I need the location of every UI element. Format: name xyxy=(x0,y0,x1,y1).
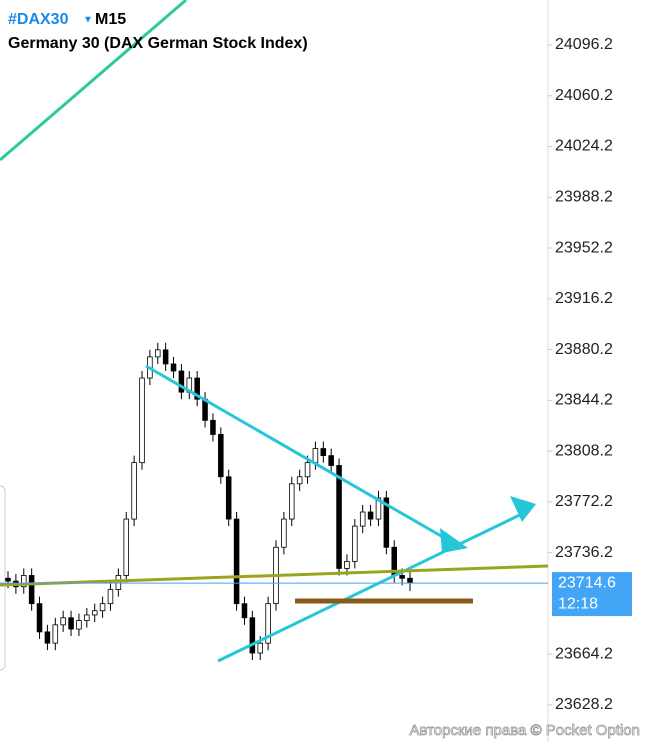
symbol[interactable]: #DAX30 xyxy=(8,11,69,28)
candle-body xyxy=(68,617,74,630)
candle-body xyxy=(249,617,256,654)
trend-line xyxy=(0,564,549,587)
candle-body xyxy=(76,620,82,630)
candle-body xyxy=(84,614,90,621)
timeframe[interactable]: M15 xyxy=(95,11,126,28)
y-tick-label: 23808.2 xyxy=(555,442,613,459)
candle-body xyxy=(91,610,98,616)
candle-body xyxy=(304,462,311,478)
candle-body xyxy=(99,603,106,612)
candle-body xyxy=(123,518,130,576)
candle-body xyxy=(218,434,224,478)
candle-body xyxy=(225,476,232,520)
arrow-head xyxy=(510,496,536,522)
candle-body xyxy=(139,377,145,464)
y-tick-label: 23988.2 xyxy=(555,188,613,205)
trend-line xyxy=(145,364,449,542)
y-tick-label: 23952.2 xyxy=(555,239,613,256)
candle-body xyxy=(399,575,405,579)
timer: 12:18 xyxy=(558,595,598,612)
candle-body xyxy=(44,631,51,644)
candle-body xyxy=(36,603,43,633)
y-tick-label: 24024.2 xyxy=(555,138,613,155)
y-tick-label: 23772.2 xyxy=(555,493,613,510)
candle-body xyxy=(344,560,350,569)
drawings xyxy=(0,0,549,663)
arrow-head xyxy=(440,528,468,553)
candle-body xyxy=(352,525,358,562)
candle-body xyxy=(328,455,334,466)
candle-body xyxy=(375,497,382,520)
candle-body xyxy=(131,462,137,520)
candle-body xyxy=(336,465,342,569)
candle-body xyxy=(367,511,374,520)
dropdown-icon[interactable]: ▼ xyxy=(83,15,93,26)
side-handle[interactable] xyxy=(0,485,6,671)
candle-body xyxy=(312,448,319,464)
candle-body xyxy=(241,603,248,619)
candle-body xyxy=(5,577,11,582)
current-price-box xyxy=(552,572,632,617)
candle-body xyxy=(210,419,216,435)
y-tick-label: 23736.2 xyxy=(555,544,613,561)
y-tick-label: 24060.2 xyxy=(555,87,613,104)
candle-body xyxy=(359,511,366,527)
candle-body xyxy=(257,642,263,654)
current-price-label: 23714.6 xyxy=(558,574,616,591)
candle-body xyxy=(296,476,303,485)
candle-body xyxy=(28,575,35,605)
candle-body xyxy=(194,377,200,400)
candle-body xyxy=(288,483,295,520)
candle-body xyxy=(115,575,122,590)
y-tick-label: 23916.2 xyxy=(555,290,613,307)
candle-body xyxy=(20,575,27,588)
y-tick-label: 23664.2 xyxy=(555,645,613,662)
y-tick-label: 23844.2 xyxy=(555,392,613,409)
instrument: Germany 30 (DAX German Stock Index) xyxy=(8,35,308,52)
candle-body xyxy=(265,603,271,644)
candle-body xyxy=(383,497,390,548)
candle-body xyxy=(107,589,114,605)
watermark: Авторские права © Pocket Option xyxy=(409,722,640,739)
trend-line xyxy=(0,0,187,162)
candle-body xyxy=(233,518,240,605)
candle-body xyxy=(52,624,59,644)
y-tick-label: 23628.2 xyxy=(555,696,613,713)
y-tick-label: 24096.2 xyxy=(555,36,613,53)
candle-body xyxy=(281,518,287,548)
candle-body xyxy=(60,617,66,626)
trend-line xyxy=(217,508,531,663)
candle-body xyxy=(178,370,185,393)
candle-body xyxy=(162,349,169,365)
candle-body xyxy=(407,577,413,584)
y-tick-label: 23880.2 xyxy=(555,341,613,358)
candle-body xyxy=(320,448,327,457)
candle-body xyxy=(170,363,177,372)
candle-body xyxy=(154,349,161,358)
